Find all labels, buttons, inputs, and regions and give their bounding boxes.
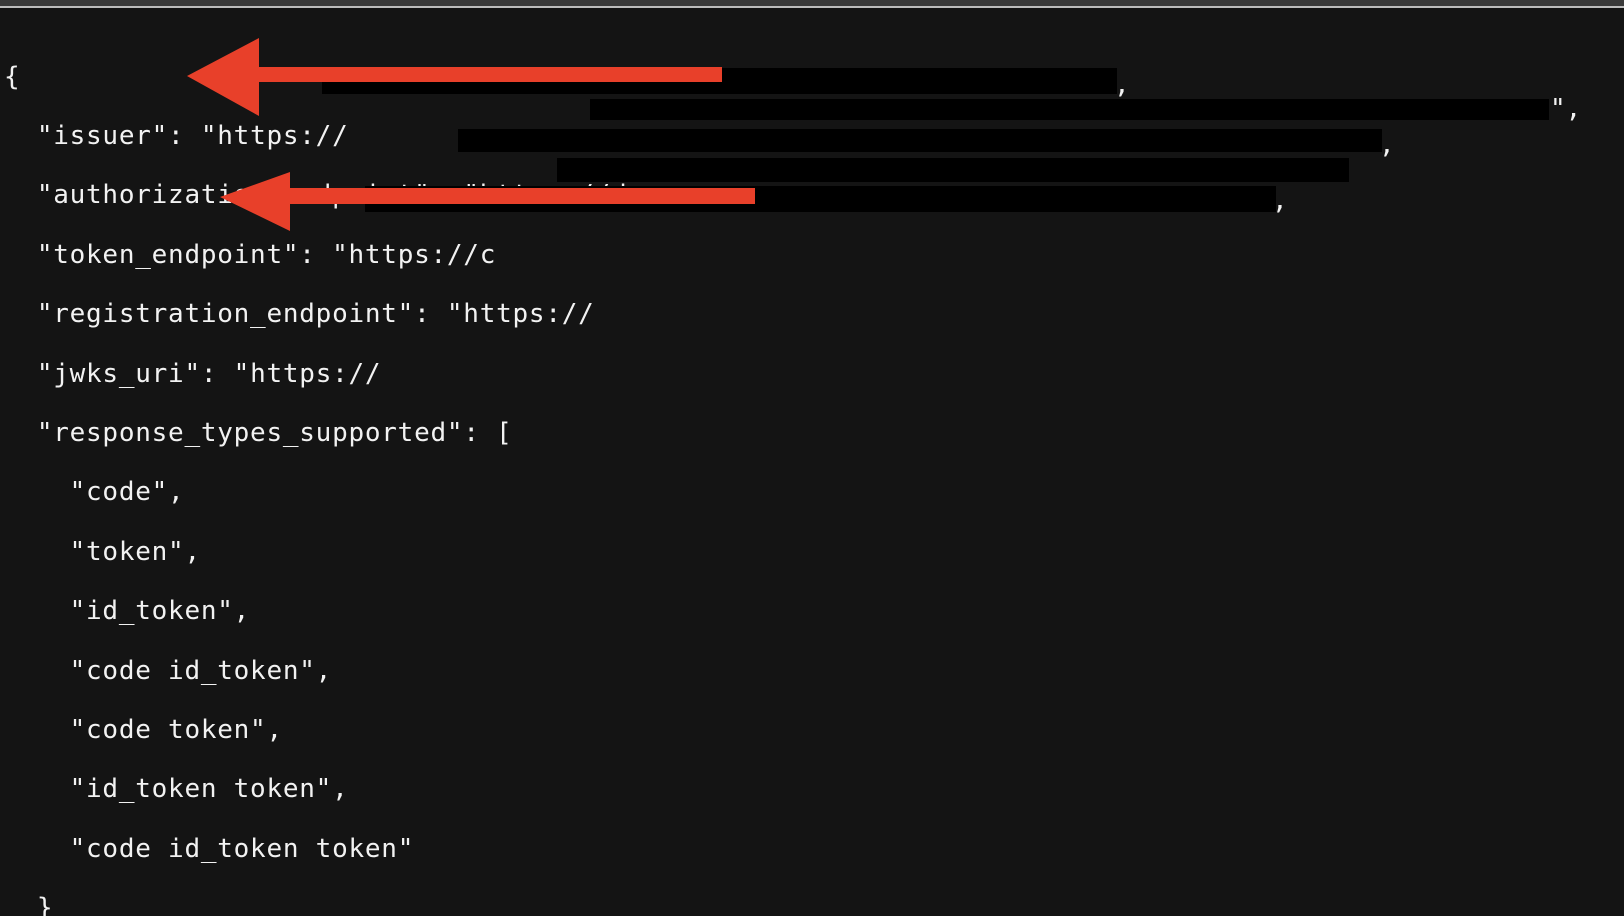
redaction-bar-registration-endpoint — [557, 158, 1349, 182]
trailing-comma: , — [1272, 186, 1288, 216]
json-line-jwks-uri: "jwks_uri": "https:// — [36, 358, 382, 389]
json-key: "jwks_uri" — [36, 358, 201, 389]
response-type-value: "code id_token", — [69, 655, 333, 686]
redaction-bar-authorization-endpoint — [590, 99, 1549, 120]
json-value: "https:// — [233, 358, 382, 389]
json-value: "https:// — [200, 121, 349, 152]
response-type-item: "id_token token", — [4, 775, 627, 805]
json-line-response-types: "response_types_supported": [ — [36, 418, 513, 449]
window-title-bar — [0, 0, 1624, 6]
redaction-bar-token-endpoint — [458, 129, 1382, 152]
json-key: "registration_endpoint" — [36, 299, 415, 330]
response-type-item: "code id_token", — [4, 655, 627, 687]
trailing-comma: , — [1114, 70, 1130, 100]
response-type-value: "code token", — [69, 715, 283, 745]
response-type-item: "code", — [4, 478, 627, 508]
json-line-issuer: "issuer": "https:// — [36, 121, 349, 152]
json-key: "issuer" — [36, 121, 169, 152]
json-value: "https://c — [332, 239, 497, 270]
arrow-left-icon — [187, 38, 722, 116]
close-brace: } — [4, 893, 627, 916]
json-line-registration-endpoint: "registration_endpoint": "https:// — [36, 299, 595, 330]
trailing-quote-comma: ", — [1550, 94, 1582, 124]
open-brace: { — [4, 61, 21, 92]
title-bar-divider — [0, 6, 1624, 8]
response-type-item: "code token", — [4, 715, 627, 746]
annotation-arrows — [187, 38, 755, 231]
trailing-comma: , — [1379, 130, 1395, 160]
response-type-value: "code id_token token" — [69, 833, 415, 864]
response-type-value: "token", — [69, 536, 201, 567]
response-type-item: "code id_token token" — [4, 833, 627, 865]
response-type-item: "id_token", — [4, 596, 627, 627]
response-type-value: "id_token", — [69, 596, 251, 627]
json-value: "https:// — [446, 299, 595, 330]
json-value: [ — [496, 418, 513, 449]
json-line-token-endpoint: "token_endpoint": "https://c — [36, 239, 497, 270]
arrow-left-icon — [220, 172, 755, 231]
response-type-value: "code", — [69, 477, 185, 508]
response-type-item: "token", — [4, 536, 627, 568]
close-brace-text: } — [36, 893, 54, 916]
json-key: "response_types_supported" — [36, 418, 464, 449]
response-type-value: "id_token token", — [69, 774, 349, 805]
json-key: "token_endpoint" — [36, 239, 300, 270]
